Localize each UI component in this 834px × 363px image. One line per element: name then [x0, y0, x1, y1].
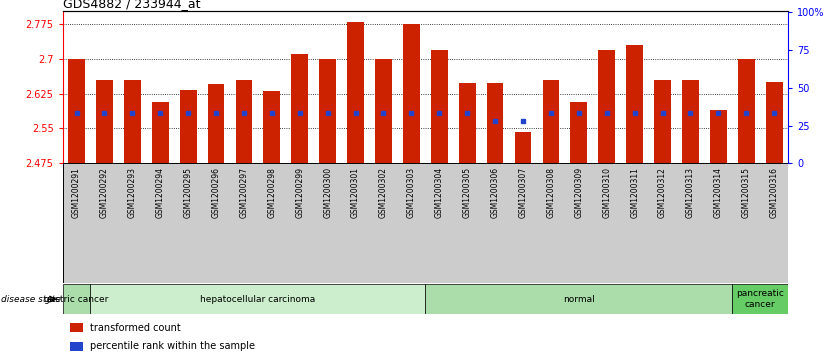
- Bar: [63, 284, 90, 314]
- Text: GSM1200301: GSM1200301: [351, 167, 360, 218]
- Text: hepatocellular carcinoma: hepatocellular carcinoma: [200, 295, 315, 303]
- Text: GSM1200295: GSM1200295: [183, 167, 193, 218]
- Text: GSM1200305: GSM1200305: [463, 167, 472, 218]
- Bar: [682, 80, 699, 163]
- Bar: [403, 24, 420, 163]
- Text: GSM1200313: GSM1200313: [686, 167, 695, 218]
- Bar: [375, 59, 392, 163]
- Bar: [654, 80, 671, 163]
- Bar: [515, 132, 531, 163]
- Text: GSM1200306: GSM1200306: [490, 167, 500, 218]
- Text: GSM1200296: GSM1200296: [212, 167, 220, 218]
- Text: GSM1200300: GSM1200300: [323, 167, 332, 218]
- Text: GSM1200312: GSM1200312: [658, 167, 667, 218]
- Bar: [70, 342, 83, 351]
- Bar: [459, 83, 475, 163]
- Text: GDS4882 / 233944_at: GDS4882 / 233944_at: [63, 0, 200, 10]
- Text: GSM1200303: GSM1200303: [407, 167, 416, 218]
- Bar: [347, 21, 364, 163]
- Bar: [319, 59, 336, 163]
- Text: GSM1200316: GSM1200316: [770, 167, 779, 218]
- Text: GSM1200294: GSM1200294: [156, 167, 165, 218]
- Bar: [570, 102, 587, 163]
- Bar: [431, 50, 448, 163]
- Bar: [598, 50, 615, 163]
- Text: GSM1200299: GSM1200299: [295, 167, 304, 218]
- Text: pancreatic
cancer: pancreatic cancer: [736, 289, 784, 309]
- Bar: [766, 82, 782, 163]
- Bar: [543, 80, 560, 163]
- Bar: [264, 91, 280, 163]
- Bar: [180, 90, 197, 163]
- Bar: [626, 45, 643, 163]
- Bar: [235, 80, 253, 163]
- Bar: [90, 284, 425, 314]
- Text: GSM1200307: GSM1200307: [519, 167, 528, 218]
- Text: GSM1200304: GSM1200304: [435, 167, 444, 218]
- Bar: [152, 102, 168, 163]
- Text: GSM1200309: GSM1200309: [575, 167, 583, 218]
- Text: gastric cancer: gastric cancer: [44, 295, 108, 303]
- Text: GSM1200302: GSM1200302: [379, 167, 388, 218]
- Text: GSM1200292: GSM1200292: [100, 167, 109, 218]
- Bar: [425, 284, 732, 314]
- Bar: [124, 80, 141, 163]
- Bar: [291, 54, 308, 163]
- Bar: [732, 284, 788, 314]
- Text: normal: normal: [563, 295, 595, 303]
- Text: disease state: disease state: [1, 295, 61, 303]
- Text: GSM1200298: GSM1200298: [268, 167, 276, 218]
- Text: transformed count: transformed count: [90, 323, 181, 333]
- Text: GSM1200293: GSM1200293: [128, 167, 137, 218]
- Bar: [487, 83, 504, 163]
- Bar: [738, 59, 755, 163]
- Text: GSM1200291: GSM1200291: [72, 167, 81, 218]
- Text: GSM1200308: GSM1200308: [546, 167, 555, 218]
- Bar: [70, 323, 83, 332]
- Bar: [96, 80, 113, 163]
- Bar: [68, 59, 85, 163]
- Bar: [710, 110, 726, 163]
- Text: GSM1200310: GSM1200310: [602, 167, 611, 218]
- Text: GSM1200297: GSM1200297: [239, 167, 249, 218]
- Text: GSM1200311: GSM1200311: [631, 167, 639, 218]
- Text: percentile rank within the sample: percentile rank within the sample: [90, 342, 255, 351]
- Text: GSM1200315: GSM1200315: [741, 167, 751, 218]
- Text: GSM1200314: GSM1200314: [714, 167, 723, 218]
- Bar: [208, 84, 224, 163]
